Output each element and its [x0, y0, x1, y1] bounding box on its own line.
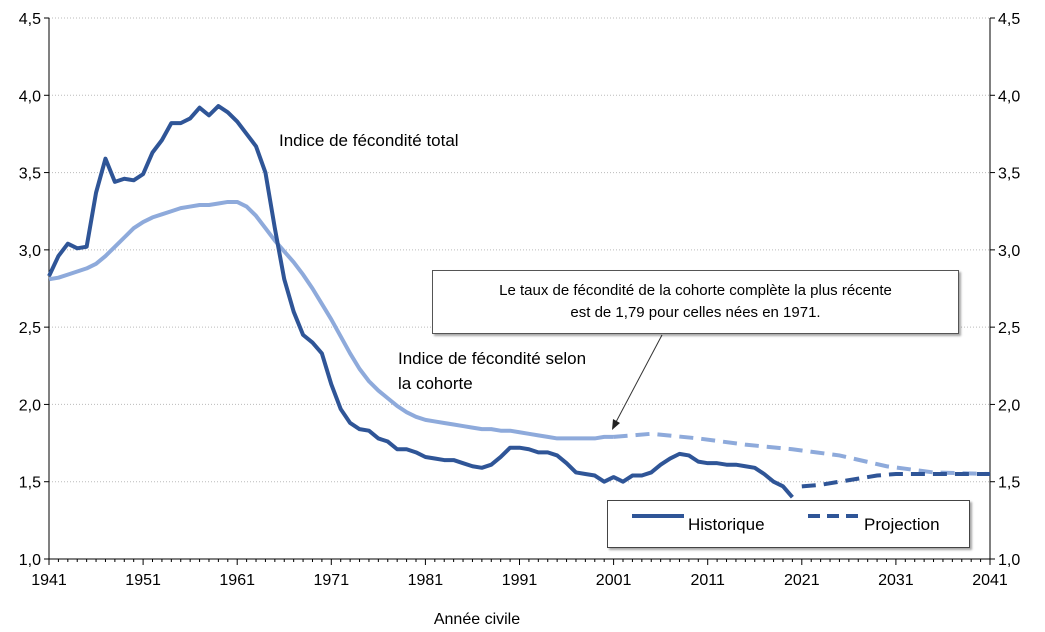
y-tick-label-left: 3,5	[19, 166, 41, 183]
x-tick-label: 1961	[219, 572, 255, 589]
cohort-label-line2: la cohorte	[398, 374, 473, 393]
callout-line2: est de 1,79 pour celles nées en 1971.	[570, 304, 821, 321]
y-tick-labels-right: 1,0 1,5 2,0 2,5 3,0 3,5 4,0 4,5	[998, 11, 1020, 569]
legend: Historique Projection	[607, 500, 970, 548]
y-tick-label-left: 1,0	[19, 552, 41, 569]
y-tick-label-left: 4,5	[19, 11, 41, 28]
y-tick-label-right: 1,0	[998, 552, 1020, 569]
y-tick-label-right: 3,5	[998, 166, 1020, 183]
x-tick-label: 1991	[502, 572, 538, 589]
callout-box: Le taux de fécondité de la cohorte compl…	[432, 270, 959, 334]
series-lines	[47, 104, 991, 499]
y-tick-label-left: 2,0	[19, 397, 41, 414]
x-tick-label: 2001	[596, 572, 632, 589]
legend-solid-swatch	[632, 514, 684, 518]
x-tick-label: 1981	[408, 572, 444, 589]
callout-line1: Le taux de fécondité de la cohorte compl…	[499, 282, 892, 299]
cohort-label-line1: Indice de fécondité selon	[398, 349, 586, 368]
y-tick-label-right: 4,5	[998, 11, 1020, 28]
x-tick-label: 1951	[125, 572, 161, 589]
cohort-projection-line	[613, 431, 991, 476]
cohort-historique-line	[48, 199, 614, 441]
x-tick-label: 2021	[784, 572, 820, 589]
x-tick-label: 1971	[314, 572, 350, 589]
legend-projection: Projection	[864, 515, 940, 534]
tfr-label: Indice de fécondité total	[279, 131, 459, 150]
axes	[44, 17, 995, 565]
grid-lines	[49, 17, 990, 483]
legend-historique: Historique	[688, 515, 765, 534]
tfr-projection-line	[801, 471, 990, 489]
x-tick-label: 2031	[878, 572, 914, 589]
y-tick-label-right: 1,5	[998, 475, 1020, 492]
y-tick-label-left: 3,0	[19, 243, 41, 260]
x-tick-labels: 1941 1951 1961 1971 1981 1991 2001 2011 2021 2031…	[31, 572, 1008, 589]
y-tick-label-left: 4,0	[19, 88, 41, 105]
y-tick-label-right: 3,0	[998, 243, 1020, 260]
x-tick-label: 2011	[690, 572, 725, 589]
x-tick-label: 1941	[31, 572, 67, 589]
y-tick-label-left: 1,5	[19, 475, 41, 492]
y-tick-label-right: 4,0	[998, 88, 1020, 105]
callout-arrow-head	[612, 419, 620, 430]
tfr-historique-line	[47, 104, 794, 499]
y-tick-label-right: 2,5	[998, 320, 1020, 337]
y-tick-labels-left: 1,0 1,5 2,0 2,5 3,0 3,5 4,0 4,5	[19, 11, 41, 569]
legend-dashed-swatch	[808, 514, 860, 518]
x-tick-label: 2041	[972, 572, 1008, 589]
x-axis-label: Année civile	[434, 611, 520, 628]
y-tick-label-right: 2,0	[998, 397, 1020, 414]
y-tick-label-left: 2,5	[19, 320, 41, 337]
callout-arrow-line	[615, 334, 663, 423]
